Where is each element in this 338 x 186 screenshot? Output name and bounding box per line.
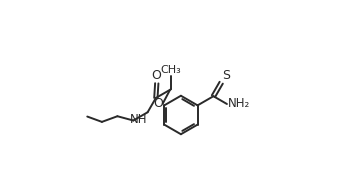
Text: O: O — [153, 97, 163, 110]
Text: S: S — [222, 69, 230, 82]
Text: O: O — [151, 69, 161, 82]
Text: NH: NH — [130, 113, 147, 126]
Text: CH₃: CH₃ — [161, 65, 181, 75]
Text: NH₂: NH₂ — [228, 97, 250, 110]
